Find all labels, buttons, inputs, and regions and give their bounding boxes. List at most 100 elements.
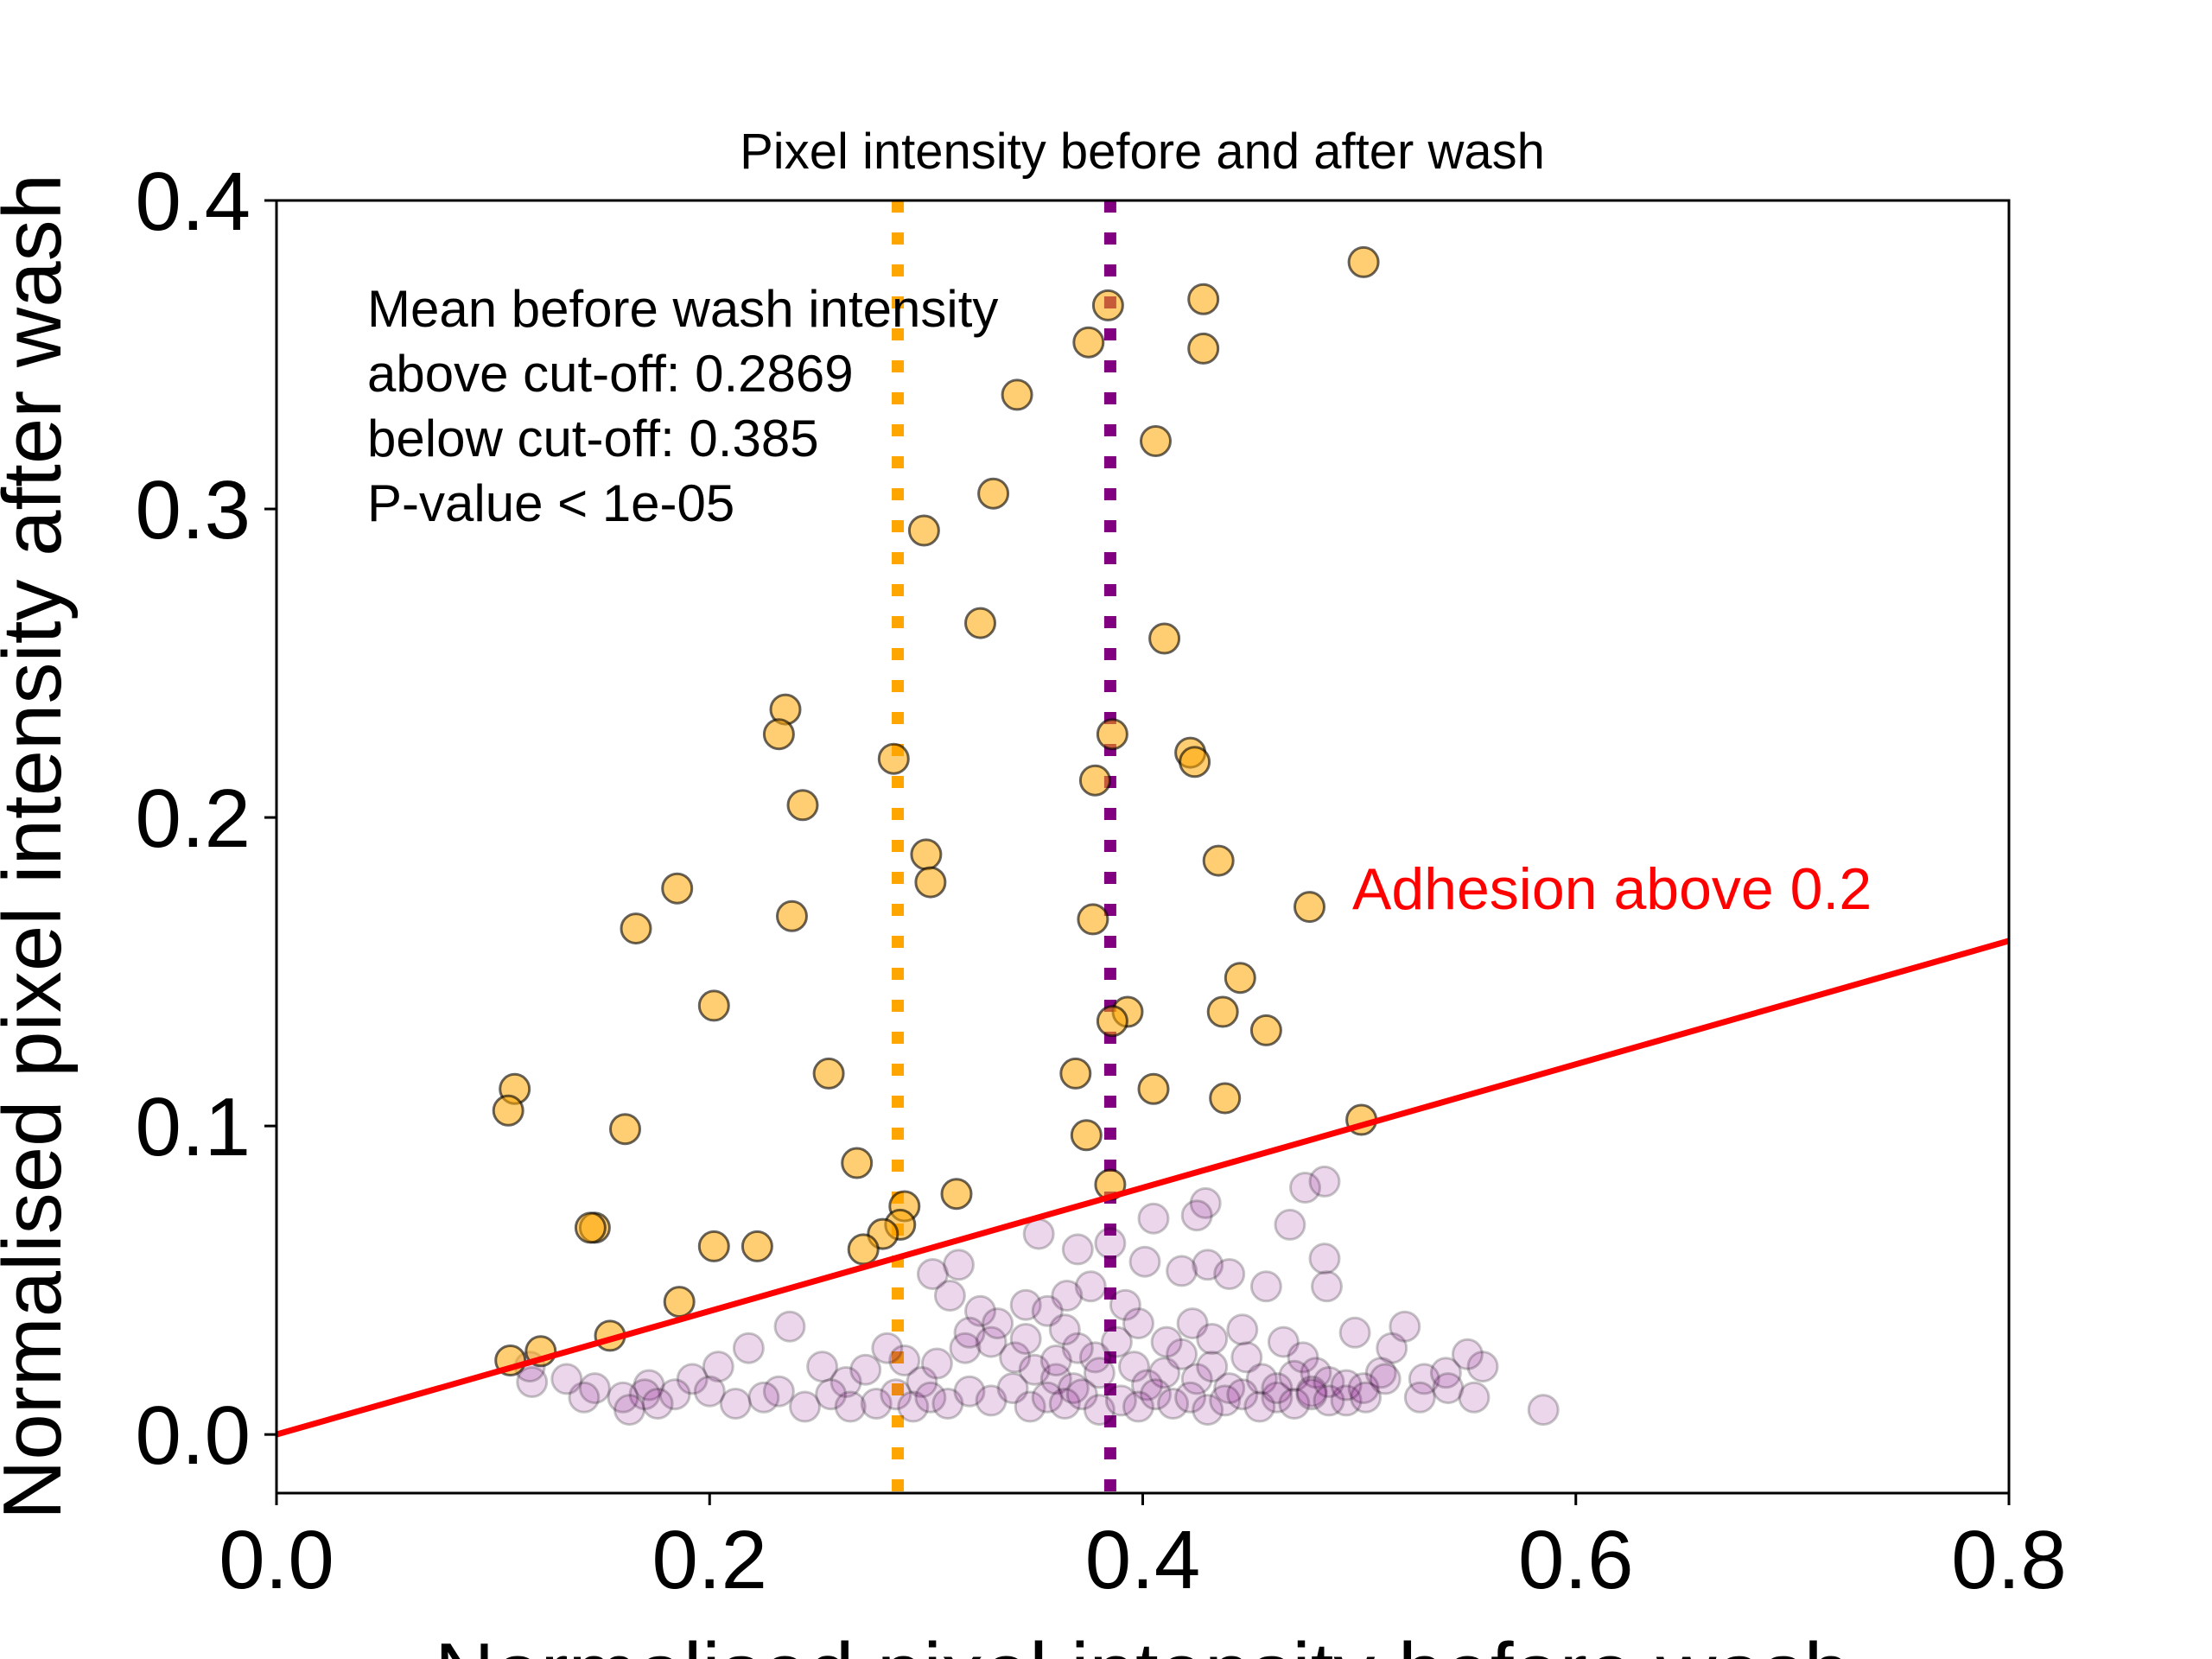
point-below-threshold <box>1140 1378 1172 1411</box>
point-below-threshold <box>931 1388 964 1420</box>
point-above-threshold <box>1077 903 1109 936</box>
axis-ticks: 0.0 0.2 0.4 0.6 0.8 0.0 0.1 0.2 0.3 0.4 <box>136 156 2067 1606</box>
point-below-threshold <box>815 1378 848 1411</box>
point-below-threshold <box>747 1381 780 1414</box>
point-above-threshold <box>1206 995 1239 1028</box>
point-above-threshold <box>661 872 694 905</box>
point-above-threshold <box>1091 289 1124 321</box>
point-above-threshold <box>1202 844 1235 877</box>
point-below-threshold <box>1267 1325 1300 1358</box>
annotation-line-4: P-value < 1e-05 <box>367 474 734 532</box>
point-above-threshold <box>574 1211 607 1244</box>
point-below-threshold <box>830 1366 862 1398</box>
point-below-threshold <box>920 1347 953 1380</box>
point-below-threshold <box>916 1258 949 1290</box>
point-below-threshold <box>1213 1258 1246 1290</box>
point-below-threshold <box>1213 1372 1246 1405</box>
point-below-threshold <box>641 1388 674 1420</box>
point-below-threshold <box>1118 1351 1150 1383</box>
point-below-threshold <box>1100 1325 1133 1358</box>
point-above-threshold <box>914 866 947 899</box>
point-below-threshold <box>1243 1390 1276 1423</box>
point-below-threshold <box>1432 1372 1465 1405</box>
point-below-threshold <box>1189 1186 1222 1219</box>
y-tick-label: 0.2 <box>136 772 251 865</box>
point-above-threshold <box>1072 326 1105 359</box>
point-below-threshold <box>1180 1199 1213 1232</box>
point-below-threshold <box>1122 1390 1154 1423</box>
point-above-threshold <box>841 1147 874 1179</box>
point-below-threshold <box>1295 1375 1328 1408</box>
x-tick-label: 0.4 <box>1085 1514 1200 1606</box>
point-above-threshold <box>1209 1082 1242 1115</box>
point-below-threshold <box>1192 1394 1224 1427</box>
point-below-threshold <box>568 1381 601 1414</box>
y-tick-label: 0.0 <box>136 1389 251 1482</box>
point-below-threshold <box>1039 1344 1072 1376</box>
point-above-threshold <box>1070 1119 1103 1152</box>
point-below-threshold <box>607 1381 639 1414</box>
point-below-threshold <box>888 1344 921 1376</box>
point-below-threshold <box>1350 1381 1382 1414</box>
point-below-threshold <box>1466 1351 1499 1383</box>
point-below-threshold <box>732 1332 765 1364</box>
point-below-threshold <box>871 1332 904 1364</box>
point-below-threshold <box>1148 1357 1181 1389</box>
point-below-threshold <box>1261 1372 1294 1405</box>
point-above-threshold <box>1137 1072 1170 1105</box>
point-below-threshold <box>1083 1394 1116 1427</box>
point-below-threshold <box>1048 1388 1081 1420</box>
point-below-threshold <box>964 1294 996 1327</box>
point-below-threshold <box>1429 1357 1462 1389</box>
point-below-threshold <box>1150 1325 1183 1358</box>
y-tick-label: 0.1 <box>136 1081 251 1173</box>
point-below-threshold <box>1196 1351 1229 1383</box>
point-below-threshold <box>943 1249 975 1281</box>
point-below-threshold <box>516 1366 549 1398</box>
point-below-threshold <box>1009 1288 1042 1321</box>
point-below-threshold <box>1128 1245 1161 1278</box>
point-below-threshold <box>693 1375 726 1408</box>
point-below-threshold <box>1074 1270 1107 1303</box>
point-below-threshold <box>1376 1332 1408 1364</box>
point-above-threshold <box>1294 891 1325 924</box>
point-below-threshold <box>1083 1357 1116 1389</box>
point-below-threshold <box>1300 1357 1332 1389</box>
point-below-threshold <box>949 1332 982 1364</box>
point-below-threshold <box>1061 1332 1094 1364</box>
point-below-threshold <box>1330 1384 1363 1417</box>
point-below-threshold <box>1311 1270 1343 1303</box>
point-above-threshold <box>776 899 808 932</box>
point-above-threshold <box>907 514 940 547</box>
point-below-threshold <box>860 1388 893 1420</box>
point-below-threshold <box>1330 1369 1363 1402</box>
point-below-threshold <box>897 1390 930 1423</box>
point-below-threshold <box>1078 1341 1111 1374</box>
point-below-threshold <box>880 1378 912 1411</box>
point-below-threshold <box>1226 1378 1259 1411</box>
point-below-threshold <box>789 1390 821 1423</box>
point-below-threshold <box>1230 1341 1263 1374</box>
point-above-threshold <box>697 989 730 1022</box>
point-above-threshold <box>1187 283 1220 315</box>
x-tick-label: 0.2 <box>652 1514 767 1606</box>
point-below-threshold <box>1122 1307 1154 1340</box>
point-below-threshold <box>1451 1338 1484 1370</box>
point-above-threshold <box>1224 962 1256 995</box>
point-below-threshold <box>1065 1378 1098 1411</box>
point-below-threshold <box>1458 1381 1491 1414</box>
point-below-threshold <box>1369 1363 1402 1395</box>
point-below-threshold <box>834 1390 867 1423</box>
point-below-threshold <box>1039 1363 1072 1395</box>
point-above-threshold <box>1249 1014 1282 1046</box>
point-below-threshold <box>1347 1372 1380 1405</box>
point-below-threshold <box>914 1381 947 1414</box>
point-below-threshold <box>975 1384 1007 1417</box>
point-above-threshold <box>1096 1005 1128 1038</box>
point-above-threshold <box>1347 245 1380 278</box>
point-below-threshold <box>1166 1338 1198 1370</box>
point-above-threshold <box>1096 718 1128 751</box>
point-above-threshold <box>877 742 910 775</box>
x-tick-label: 0.8 <box>1951 1514 2066 1606</box>
